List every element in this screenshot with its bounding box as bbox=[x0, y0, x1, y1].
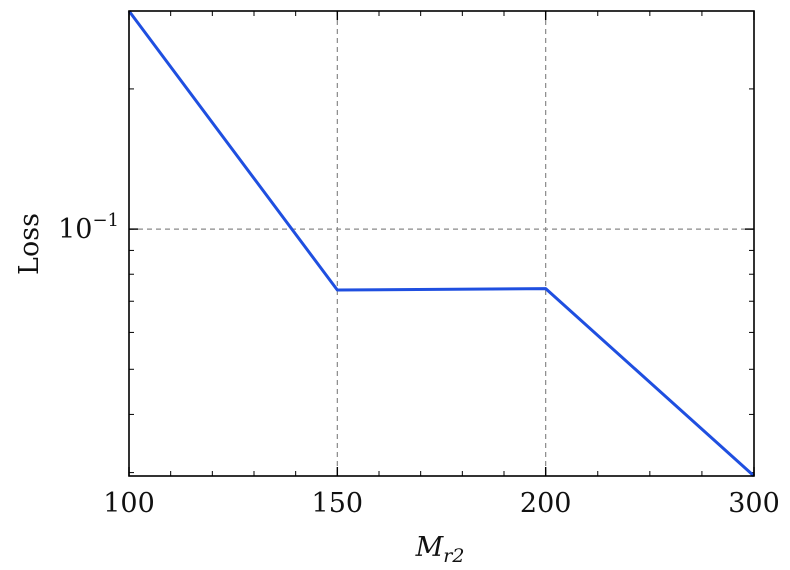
tick-labels: 100 150 200 300 10−1 bbox=[58, 210, 780, 519]
minor-ticks bbox=[129, 11, 754, 476]
series-layer bbox=[127, 10, 756, 478]
x-tick-label: 200 bbox=[520, 488, 572, 519]
x-tick-label: 150 bbox=[312, 488, 364, 519]
plot-frame bbox=[128, 10, 755, 477]
y-tick-label: 10−1 bbox=[58, 210, 119, 245]
x-axis-label: Mr2 bbox=[415, 532, 465, 567]
series-line-0 bbox=[127, 10, 756, 478]
x-tick-label: 100 bbox=[103, 488, 155, 519]
major-ticks bbox=[128, 11, 755, 476]
grid-lines bbox=[129, 11, 754, 476]
x-tick-label: 300 bbox=[728, 488, 780, 519]
y-axis-label: Loss bbox=[14, 213, 45, 275]
